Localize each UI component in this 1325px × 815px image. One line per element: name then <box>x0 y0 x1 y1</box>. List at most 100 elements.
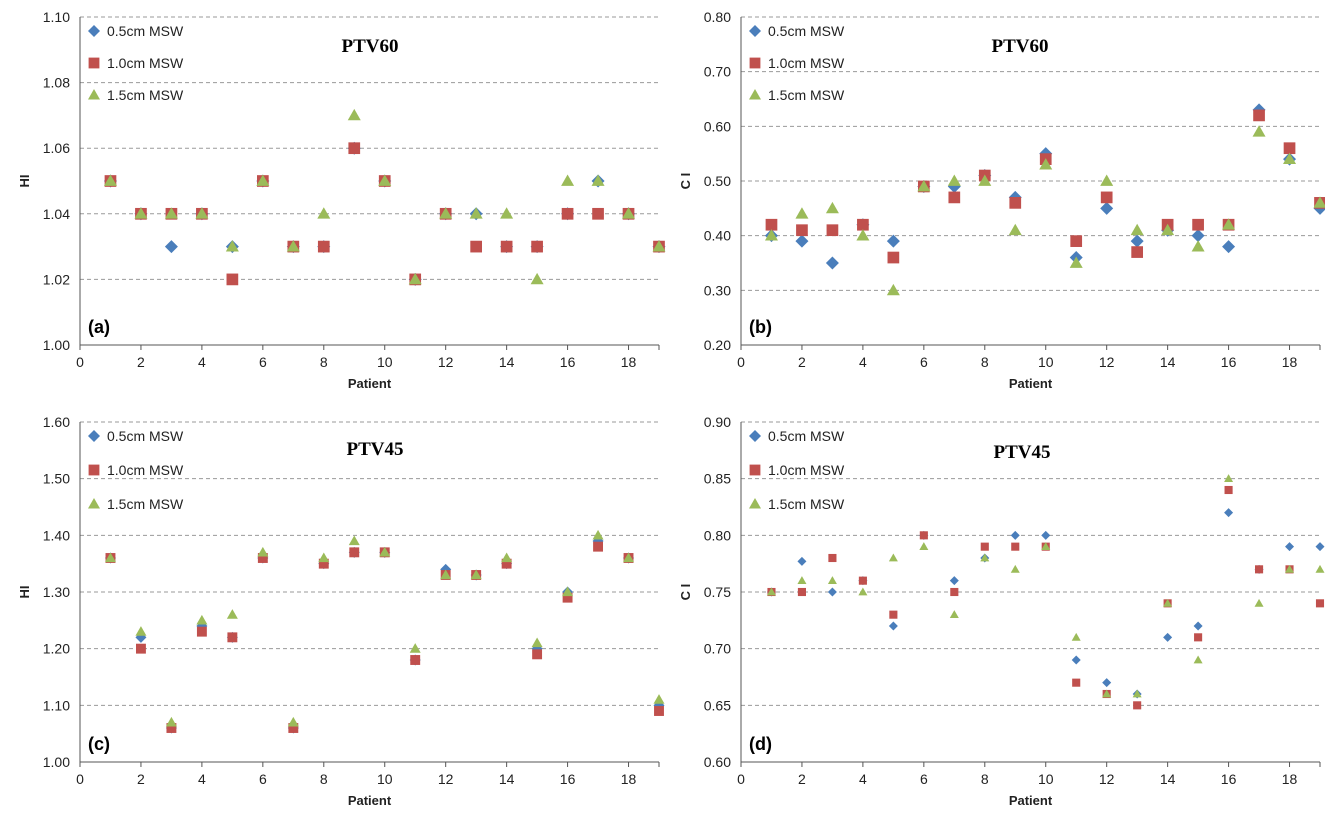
triangle-marker <box>196 614 208 625</box>
x-tick-label: 12 <box>1099 771 1115 787</box>
x-axis-label: Patient <box>1009 376 1053 391</box>
x-tick-label: 0 <box>76 354 84 370</box>
x-tick-label: 8 <box>981 771 989 787</box>
diamond-marker <box>1315 542 1325 552</box>
square-marker <box>288 723 299 733</box>
legend-label: 0.5cm MSW <box>768 428 845 444</box>
y-tick-label: 1.06 <box>43 140 70 156</box>
triangle-marker <box>858 587 868 596</box>
square-marker <box>1194 633 1203 642</box>
triangle-marker <box>561 174 575 186</box>
triangle-marker <box>766 587 776 596</box>
triangle-marker <box>591 174 605 186</box>
triangle-marker <box>652 240 666 252</box>
square-marker <box>796 224 808 237</box>
square-marker <box>227 632 238 643</box>
x-tick-label: 4 <box>859 771 867 787</box>
x-tick-label: 10 <box>377 354 393 370</box>
triangle-marker <box>195 207 209 219</box>
square-marker <box>349 547 360 558</box>
square-marker <box>257 553 268 563</box>
y-axis-label: HI <box>17 175 32 188</box>
triangle-marker <box>226 609 238 619</box>
triangle-marker <box>622 207 636 219</box>
triangle-marker <box>409 643 421 653</box>
diamond-marker <box>1193 621 1203 631</box>
legend-label: 1.0cm MSW <box>107 462 184 478</box>
triangle-marker <box>764 229 778 241</box>
triangle-marker <box>1071 632 1081 641</box>
panel-title: PTV45 <box>347 439 404 460</box>
x-tick-label: 18 <box>621 354 637 370</box>
triangle-marker <box>888 553 898 562</box>
y-tick-label: 0.60 <box>704 754 731 770</box>
triangle-marker <box>949 610 959 619</box>
x-tick-label: 0 <box>76 771 84 787</box>
square-marker <box>348 142 361 155</box>
triangle-marker <box>318 552 330 563</box>
square-marker <box>196 626 207 637</box>
y-tick-label: 1.00 <box>43 754 70 770</box>
triangle-marker <box>531 637 543 648</box>
legend-label: 1.5cm MSW <box>768 496 845 512</box>
triangle-marker <box>795 207 809 219</box>
y-tick-label: 1.08 <box>43 75 70 91</box>
square-marker <box>1133 701 1142 710</box>
diamond-marker <box>886 234 900 248</box>
square-marker <box>828 553 837 563</box>
y-tick-label: 1.60 <box>43 414 70 430</box>
triangle-marker <box>378 174 392 186</box>
diamond-marker <box>1071 655 1081 665</box>
x-tick-label: 4 <box>198 354 206 370</box>
square-marker <box>826 224 839 237</box>
triangle-marker <box>1041 542 1051 551</box>
x-tick-label: 14 <box>499 354 515 370</box>
legend-label: 1.0cm MSW <box>107 55 184 71</box>
x-tick-label: 4 <box>859 354 867 370</box>
panel-label: (a) <box>88 317 110 337</box>
square-marker <box>317 240 330 253</box>
triangle-marker <box>408 272 422 285</box>
y-tick-label: 0.80 <box>704 527 731 543</box>
triangle-marker <box>623 552 635 563</box>
x-tick-label: 8 <box>981 354 989 370</box>
x-axis-label: Patient <box>348 376 392 391</box>
legend-triangle-marker <box>749 498 761 509</box>
diamond-marker <box>1102 678 1112 688</box>
x-tick-label: 8 <box>320 771 328 787</box>
legend-label: 1.0cm MSW <box>768 55 845 71</box>
legend-diamond-marker <box>88 25 100 37</box>
diamond-marker <box>825 256 839 270</box>
square-marker <box>135 643 146 654</box>
panel-title: PTV60 <box>992 36 1049 57</box>
chart-panel-b: 0.20 0.30 0.40 0.50 0.60 0.70 0.80 0 2 4 6 8 10 12 14 1… <box>678 9 1325 391</box>
x-tick-label: 2 <box>798 354 806 370</box>
square-marker <box>1253 109 1265 122</box>
triangle-marker <box>1039 158 1053 170</box>
diamond-marker <box>1222 240 1236 254</box>
x-tick-label: 18 <box>621 771 637 787</box>
square-marker <box>948 191 961 204</box>
triangle-marker <box>530 272 544 285</box>
y-tick-label: 1.50 <box>43 471 70 487</box>
x-tick-label: 14 <box>499 771 515 787</box>
legend: 0.5cm MSW 1.0cm MSW 1.5cm MSW <box>749 23 845 103</box>
triangle-marker <box>379 546 391 557</box>
diamond-marker <box>827 587 837 597</box>
x-tick-label: 18 <box>1282 771 1298 787</box>
triangle-marker <box>1222 218 1236 230</box>
x-tick-label: 2 <box>798 771 806 787</box>
x-tick-label: 6 <box>920 354 928 370</box>
triangle-marker <box>225 240 239 252</box>
triangle-marker <box>257 546 269 557</box>
triangle-marker <box>440 569 452 580</box>
x-tick-label: 18 <box>1282 354 1298 370</box>
triangle-marker <box>856 229 870 241</box>
y-tick-label: 1.04 <box>43 206 70 222</box>
square-marker <box>1315 599 1325 608</box>
x-tick-label: 2 <box>137 354 145 370</box>
legend-label: 0.5cm MSW <box>107 428 184 444</box>
legend: 0.5cm MSW 1.0cm MSW 1.5cm MSW <box>749 428 845 512</box>
diamond-marker <box>1100 201 1114 215</box>
